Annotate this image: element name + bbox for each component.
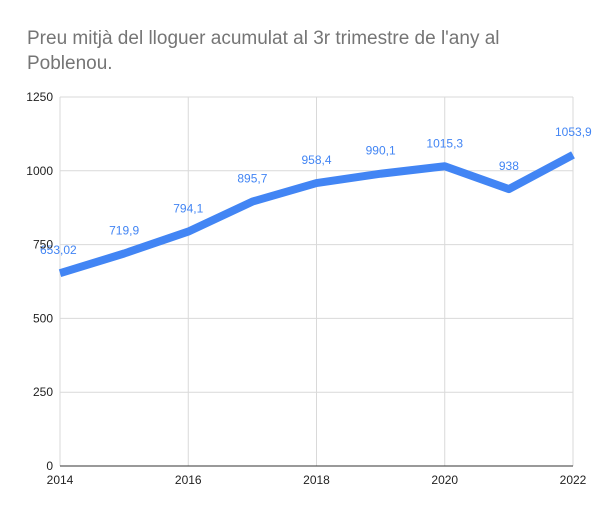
y-tick-label: 1250 (26, 90, 53, 104)
data-point (60, 273, 61, 274)
data-labels: 653,02 719,9 794,1 895,7 958,4 990,1 1015,3 938… (40, 125, 592, 257)
data-point (380, 173, 381, 174)
data-point (188, 231, 189, 232)
data-point (573, 154, 574, 155)
tick-labels: 0 250 500 750 1000 1250 2014 2016 2018 2020 2022 (26, 90, 586, 487)
data-label: 958,4 (301, 153, 331, 167)
data-label: 938 (499, 159, 519, 173)
y-tick-label: 500 (33, 311, 53, 325)
x-tick-label: 2018 (303, 473, 330, 487)
data-point (444, 166, 445, 167)
series-layer (58, 151, 575, 278)
data-label: 895,7 (237, 172, 267, 186)
data-label: 1053,9 (555, 125, 592, 139)
data-label: 1015,3 (426, 136, 463, 150)
data-point (252, 201, 253, 202)
y-tick-label: 1000 (26, 164, 53, 178)
series-line (58, 151, 575, 278)
x-tick-label: 2022 (560, 473, 587, 487)
data-point (316, 183, 317, 184)
data-label: 794,1 (173, 202, 203, 216)
chart-title: Preu mitjà del lloguer acumulat al 3r tr… (27, 28, 500, 74)
data-point (508, 189, 509, 190)
x-tick-label: 2016 (175, 473, 202, 487)
data-label: 653,02 (40, 243, 77, 257)
x-tick-label: 2014 (47, 473, 74, 487)
y-tick-label: 0 (46, 459, 53, 473)
data-point (124, 253, 125, 254)
data-label: 990,1 (366, 144, 396, 158)
y-tick-label: 250 (33, 385, 53, 399)
data-label: 719,9 (109, 223, 139, 237)
y-tick-label: 750 (33, 238, 53, 252)
x-tick-label: 2020 (431, 473, 458, 487)
